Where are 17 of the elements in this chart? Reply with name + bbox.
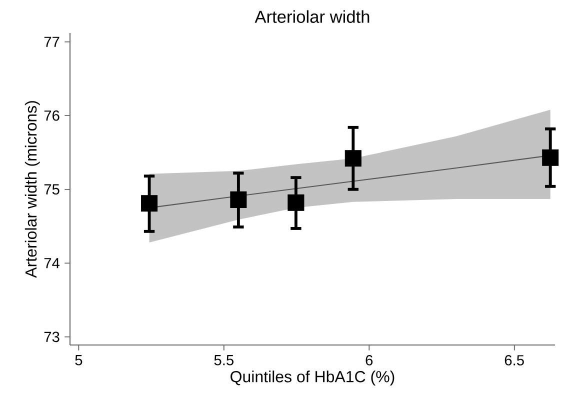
- y-tick-label: 76: [44, 110, 60, 121]
- x-tick-label: 6.5: [504, 355, 524, 366]
- y-axis-title: Arteriolar width (microns): [24, 101, 40, 278]
- x-tick-label: 6: [366, 355, 373, 366]
- point: [141, 195, 158, 212]
- y-tick-label: 77: [44, 36, 60, 47]
- y-tick-label: 74: [44, 258, 60, 268]
- point: [344, 150, 362, 167]
- point: [542, 149, 559, 166]
- chart-title: Arteriolar width: [254, 10, 370, 23]
- point: [288, 194, 304, 211]
- y-tick-label: 73: [44, 332, 60, 342]
- x-tick-label: 5: [75, 355, 82, 366]
- x-tick-label: 5.5: [214, 355, 234, 366]
- x-axis-title: Quintiles of HbA1C (%): [230, 370, 394, 386]
- y-tick-label: 75: [44, 184, 60, 194]
- point: [230, 191, 247, 208]
